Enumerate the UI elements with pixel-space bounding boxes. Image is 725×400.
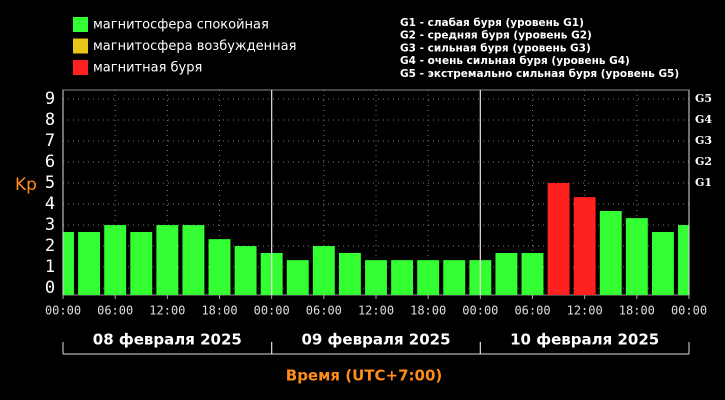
y-axis-label: Kp xyxy=(15,175,37,195)
bar xyxy=(104,225,127,295)
bar xyxy=(625,218,648,295)
storm-level: G3 - сильная буря (уровень G3) xyxy=(400,42,591,54)
storm-level: G5 - экстремально сильная буря (уровень … xyxy=(400,68,679,80)
legend-swatch xyxy=(73,60,88,75)
x-tick-label: 18:00 xyxy=(201,304,237,318)
y2-tick-label: G4 xyxy=(695,113,712,126)
y2-tick-label: G1 xyxy=(695,176,712,189)
bar xyxy=(312,246,335,295)
bar xyxy=(521,252,544,295)
bar xyxy=(286,260,309,295)
bar xyxy=(443,260,466,295)
x-tick-label: 00:00 xyxy=(671,304,707,318)
x-tick-label: 06:00 xyxy=(514,304,550,318)
y-tick-label: 4 xyxy=(45,194,55,214)
bar xyxy=(651,231,674,295)
bar xyxy=(63,231,74,295)
bar xyxy=(391,260,414,295)
x-tick-label: 12:00 xyxy=(358,304,394,318)
bar xyxy=(547,183,570,295)
storm-level: G2 - средняя буря (уровень G2) xyxy=(400,30,592,42)
x-tick-label: 00:00 xyxy=(462,304,498,318)
storm-level: G4 - очень сильная буря (уровень G4) xyxy=(400,55,630,67)
y-tick-label: 3 xyxy=(45,215,55,235)
x-tick-label: 06:00 xyxy=(97,304,133,318)
bar xyxy=(78,231,101,295)
y2-tick-label: G2 xyxy=(695,155,712,168)
bar xyxy=(365,260,387,295)
y-tick-label: 1 xyxy=(45,257,55,277)
x-tick-label: 12:00 xyxy=(567,304,603,318)
day-label: 09 февраля 2025 xyxy=(301,331,450,349)
bar xyxy=(208,239,231,295)
day-label: 10 февраля 2025 xyxy=(510,331,659,349)
bar xyxy=(234,246,257,295)
y-tick-label: 5 xyxy=(45,173,55,193)
legend-label: магнитосфера возбужденная xyxy=(93,39,296,54)
y-tick-label: 2 xyxy=(45,236,55,256)
bar xyxy=(338,252,361,295)
x-tick-label: 18:00 xyxy=(619,304,655,318)
y-tick-label: 0 xyxy=(45,278,55,298)
legend-label: магнитосфера спокойная xyxy=(93,18,269,33)
bar xyxy=(599,210,622,295)
y-tick-label: 6 xyxy=(45,152,55,172)
x-tick-label: 12:00 xyxy=(149,304,185,318)
x-axis-label: Время (UTC+7:00) xyxy=(286,367,442,385)
bar xyxy=(495,252,518,295)
x-tick-label: 18:00 xyxy=(410,304,446,318)
bar xyxy=(130,231,153,295)
x-tick-label: 00:00 xyxy=(45,304,81,318)
legend-swatch xyxy=(73,38,88,54)
bar xyxy=(182,225,205,295)
x-tick-label: 00:00 xyxy=(254,304,290,318)
bar xyxy=(417,260,440,295)
bar xyxy=(678,225,689,295)
day-label: 08 февраля 2025 xyxy=(93,331,242,349)
bar xyxy=(156,225,179,295)
x-tick-label: 06:00 xyxy=(306,304,342,318)
y-tick-label: 7 xyxy=(45,131,55,151)
y-tick-label: 8 xyxy=(45,110,55,130)
bars xyxy=(63,183,689,295)
y-tick-label: 9 xyxy=(45,89,55,109)
y2-tick-label: G5 xyxy=(695,92,712,105)
storm-level: G1 - слабая буря (уровень G1) xyxy=(400,17,584,29)
legend-swatch xyxy=(73,17,88,32)
legend-label: магнитная буря xyxy=(93,61,202,76)
bar xyxy=(573,197,596,295)
y2-tick-label: G3 xyxy=(695,134,712,147)
